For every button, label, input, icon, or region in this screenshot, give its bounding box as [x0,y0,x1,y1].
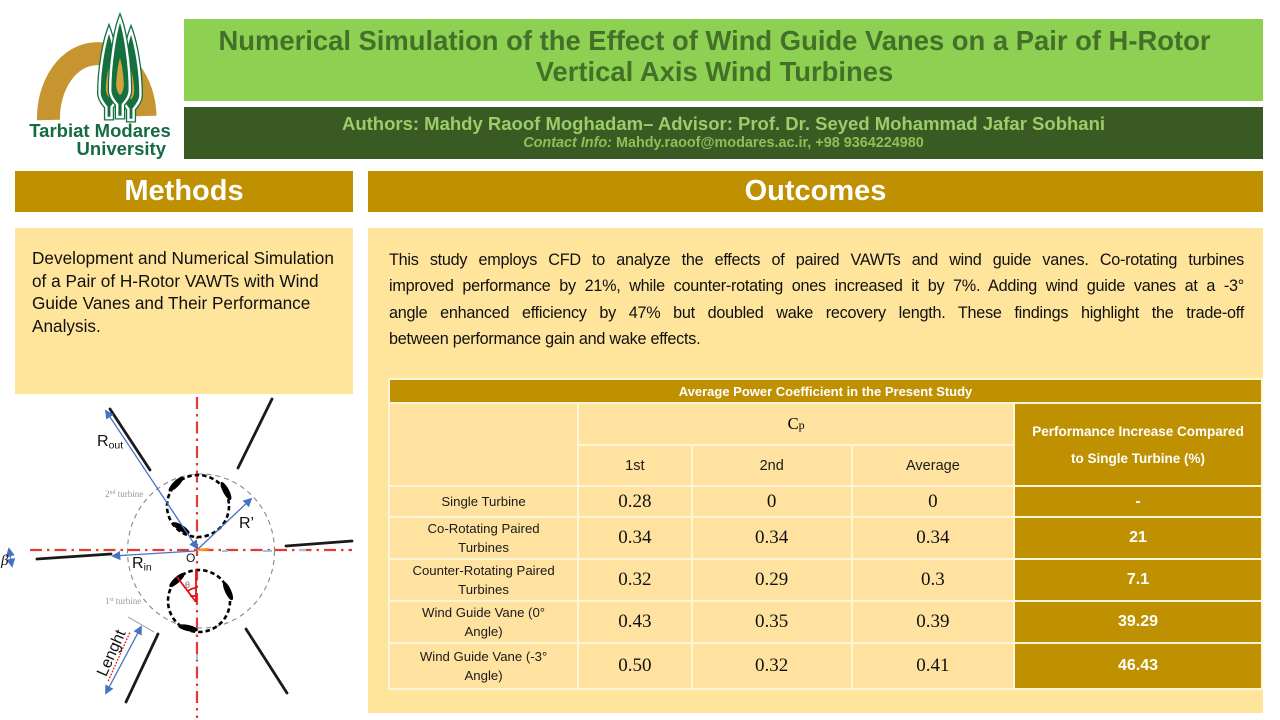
svg-text:θ: θ [185,580,190,590]
svg-text:Rout: Rout [97,433,123,452]
svg-text:R’: R’ [239,515,254,532]
svg-text:Rin: Rin [132,555,152,574]
svg-text:1st turbine: 1st turbine [105,596,141,606]
svg-text:2nd turbine: 2nd turbine [105,489,143,499]
svg-text:β: β [0,553,9,569]
svg-text:University: University [77,138,167,159]
svg-text:O: O [186,551,195,565]
svg-text:Tarbiat Modares: Tarbiat Modares [29,120,171,141]
